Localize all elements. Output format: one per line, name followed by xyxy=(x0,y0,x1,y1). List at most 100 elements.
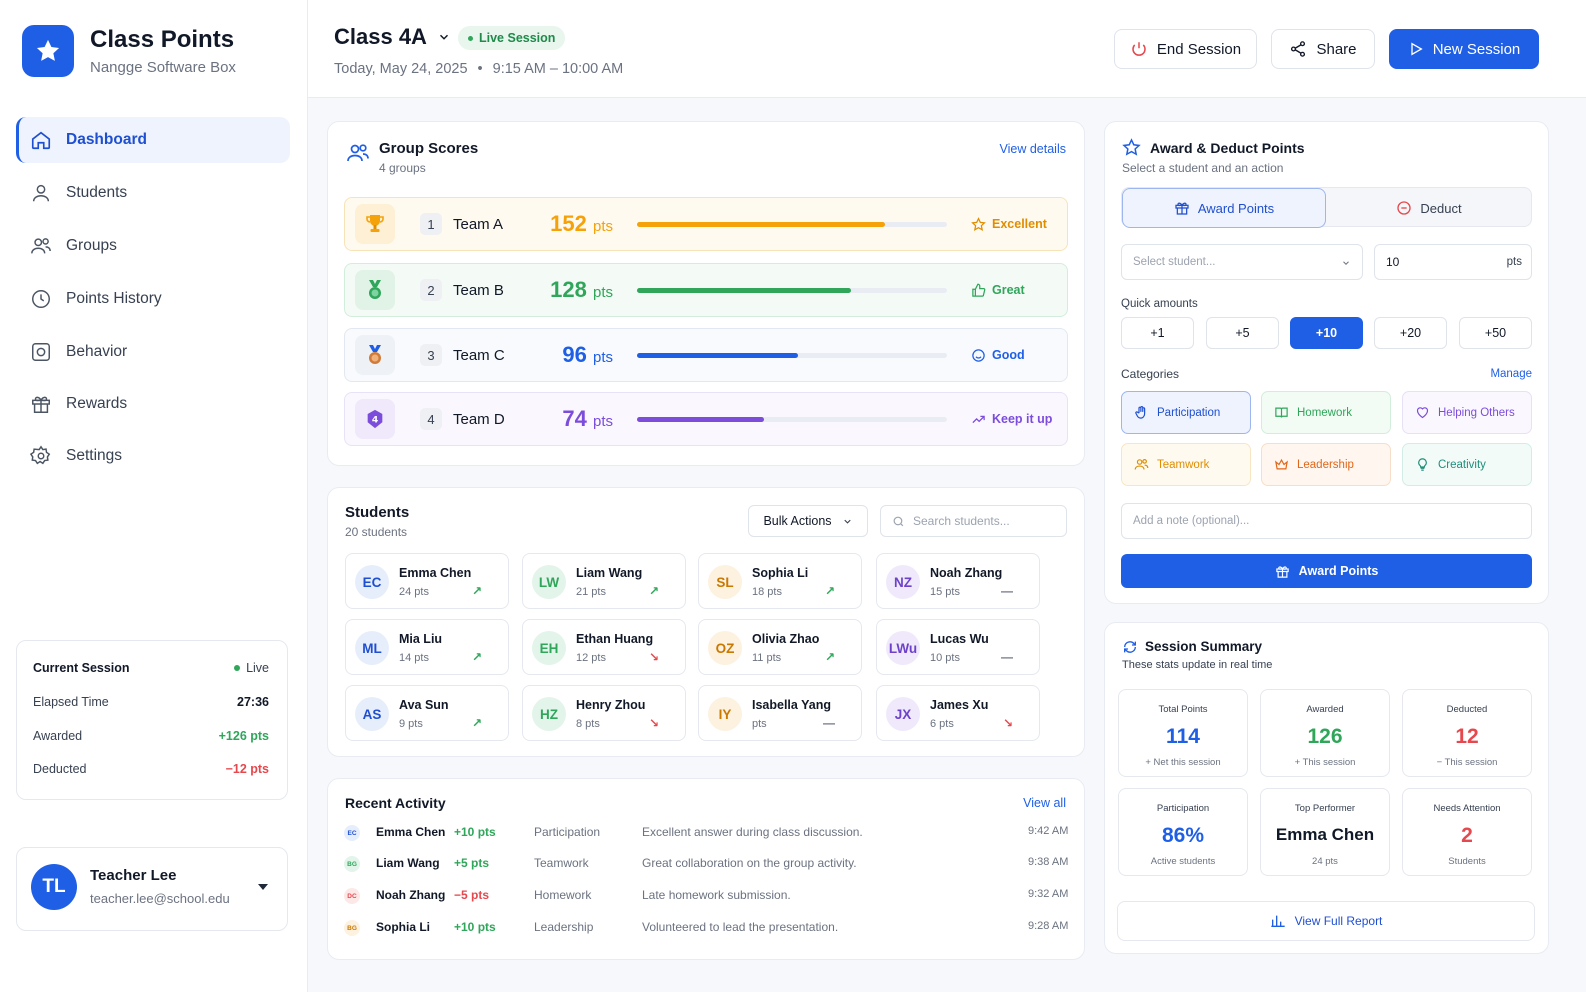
trend-up-icon: ↗ xyxy=(824,650,835,664)
star-icon xyxy=(36,39,60,61)
quick-amount-button[interactable]: +50 xyxy=(1459,317,1532,349)
search-input[interactable]: Search students... xyxy=(880,505,1067,537)
student-card[interactable]: SL Sophia Li 18 pts ↗ xyxy=(698,553,862,609)
team-row[interactable]: 1 Team A 152 pts Excellent xyxy=(344,197,1068,251)
category-helping-others[interactable]: Helping Others xyxy=(1402,391,1532,434)
activity-row[interactable]: DC Noah Zhang −5 pts Homework Late homework … xyxy=(344,886,1068,906)
team-row[interactable]: 2 Team B 128 pts Great xyxy=(344,263,1068,317)
activity-row[interactable]: BG Sophia Li +10 pts Leadership Volunteered … xyxy=(344,918,1068,938)
team-points-value: 96 xyxy=(562,342,587,367)
award-deduct-title: Award & Deduct Points xyxy=(1150,140,1305,156)
student-avatar: EH xyxy=(532,631,566,665)
student-card[interactable]: LWu Lucas Wu 10 pts — xyxy=(876,619,1040,675)
view-full-report-button[interactable]: View Full Report xyxy=(1117,901,1535,941)
student-card[interactable]: EC Emma Chen 24 pts ↗ xyxy=(345,553,509,609)
user-card[interactable]: TL Teacher Lee teacher.lee@school.edu xyxy=(16,847,288,931)
student-name: Sophia Li xyxy=(752,566,809,580)
sidebar-item-label: Behavior xyxy=(66,343,128,360)
target-icon xyxy=(32,343,50,361)
sidebar-item-points-history[interactable]: Points History xyxy=(16,276,290,322)
sidebar-item-rewards[interactable]: Rewards xyxy=(16,381,290,427)
view-all-link[interactable]: View all xyxy=(1023,796,1066,810)
manage-link[interactable]: Manage xyxy=(1490,368,1532,380)
share-button[interactable]: Share xyxy=(1271,29,1375,69)
stat-sub: 24 pts xyxy=(1312,856,1338,867)
note-textarea[interactable]: Add a note (optional)... xyxy=(1121,503,1532,539)
student-card[interactable]: AS Ava Sun 9 pts ↗ xyxy=(345,685,509,741)
student-select[interactable]: Select student... xyxy=(1121,244,1363,280)
deduct-tab[interactable]: Deduct xyxy=(1327,188,1531,228)
stat-sub: + This session xyxy=(1294,757,1356,768)
student-card[interactable]: NZ Noah Zhang 15 pts — xyxy=(876,553,1040,609)
student-avatar: IY xyxy=(708,697,742,731)
group-scores-subtitle: 4 groups xyxy=(379,161,426,175)
student-card[interactable]: EH Ethan Huang 12 pts ↘ xyxy=(522,619,686,675)
student-points: 21 pts xyxy=(576,586,606,598)
team-row[interactable]: 4 4 Team D 74 pts Keep it up xyxy=(344,392,1068,446)
points-unit: pts xyxy=(1506,256,1522,268)
category-teamwork[interactable]: Teamwork xyxy=(1121,443,1251,486)
category-creativity[interactable]: Creativity xyxy=(1402,443,1532,486)
quick-amount-button[interactable]: +1 xyxy=(1121,317,1194,349)
student-name: Olivia Zhao xyxy=(752,632,820,646)
sidebar-item-behavior[interactable]: Behavior xyxy=(16,329,290,375)
student-avatar: OZ xyxy=(708,631,742,665)
share-icon xyxy=(1291,41,1306,57)
team-row[interactable]: 3 Team C 96 pts Good xyxy=(344,328,1068,382)
bulk-actions-dropdown[interactable]: Bulk Actions xyxy=(748,505,868,537)
quick-amount-button[interactable]: +5 xyxy=(1206,317,1279,349)
category-participation[interactable]: Participation xyxy=(1121,391,1251,434)
caret-down-icon[interactable] xyxy=(257,882,269,892)
stat-card: Top Performer Emma Chen 24 pts xyxy=(1260,788,1390,876)
students-subtitle: 20 students xyxy=(345,525,408,539)
activity-row[interactable]: EC Emma Chen +10 pts Participation Excellent… xyxy=(344,823,1068,843)
student-card[interactable]: HZ Henry Zhou 8 pts ↘ xyxy=(522,685,686,741)
category-leadership[interactable]: Leadership xyxy=(1261,443,1391,486)
view-details-link[interactable]: View details xyxy=(999,142,1066,156)
bulk-actions-label: Bulk Actions xyxy=(763,514,832,528)
student-points: 8 pts xyxy=(576,718,600,730)
stat-label: Top Performer xyxy=(1294,803,1356,814)
student-card[interactable]: JX James Xu 6 pts ↘ xyxy=(876,685,1040,741)
sidebar-item-settings[interactable]: Settings xyxy=(16,433,290,479)
stat-card: Total Points 114 + Net this session xyxy=(1118,689,1248,777)
student-card[interactable]: OZ Olivia Zhao 11 pts ↗ xyxy=(698,619,862,675)
home-icon xyxy=(31,131,51,150)
view-full-report-label: View Full Report xyxy=(1294,914,1383,928)
category-homework[interactable]: Homework xyxy=(1261,391,1391,434)
trend-flat-icon: — xyxy=(1001,584,1013,598)
activity-note: Late homework submission. xyxy=(642,888,791,902)
award-tab[interactable]: Award Points xyxy=(1122,188,1326,228)
sidebar-item-groups[interactable]: Groups xyxy=(16,223,290,269)
app-logo[interactable] xyxy=(22,25,74,77)
sidebar-item-students[interactable]: Students xyxy=(16,170,290,216)
end-session-button[interactable]: End Session xyxy=(1114,29,1257,69)
student-card[interactable]: LW Liam Wang 21 pts ↗ xyxy=(522,553,686,609)
sidebar-item-dashboard[interactable]: Dashboard xyxy=(16,117,290,163)
team-progress-fill xyxy=(637,416,765,422)
activity-category: Participation xyxy=(534,825,601,839)
chevron-down-icon xyxy=(439,34,448,40)
student-card[interactable]: ML Mia Liu 14 pts ↗ xyxy=(345,619,509,675)
badge-icon: 4 xyxy=(367,409,383,429)
student-card[interactable]: IY Isabella Yang pts — xyxy=(698,685,862,741)
category-label: Participation xyxy=(1157,406,1221,419)
quick-amount-button[interactable]: +20 xyxy=(1374,317,1447,349)
team-progress-bar xyxy=(637,416,947,422)
student-points: 9 pts xyxy=(399,718,423,730)
class-selector[interactable]: Class 4A xyxy=(334,24,451,50)
activity-row[interactable]: BG Liam Wang +5 pts Teamwork Great collabora… xyxy=(344,854,1068,874)
activity-avatar: DC xyxy=(344,888,360,904)
quick-amount-button-selected[interactable]: +10 xyxy=(1290,317,1363,349)
activity-note: Excellent answer during class discussion… xyxy=(642,825,863,839)
activity-student: Liam Wang xyxy=(376,856,440,870)
quick-amounts-label: Quick amounts xyxy=(1121,298,1198,310)
student-points: 11 pts xyxy=(752,652,782,664)
stat-label: Awarded xyxy=(1306,704,1344,715)
new-session-button[interactable]: New Session xyxy=(1389,29,1539,69)
points-amount-input[interactable]: 10 pts xyxy=(1374,244,1532,280)
users-icon xyxy=(1134,459,1149,470)
award-points-button[interactable]: Award Points xyxy=(1121,554,1532,588)
team-points: 152 pts xyxy=(535,211,613,237)
bar-chart-icon xyxy=(1270,915,1285,927)
